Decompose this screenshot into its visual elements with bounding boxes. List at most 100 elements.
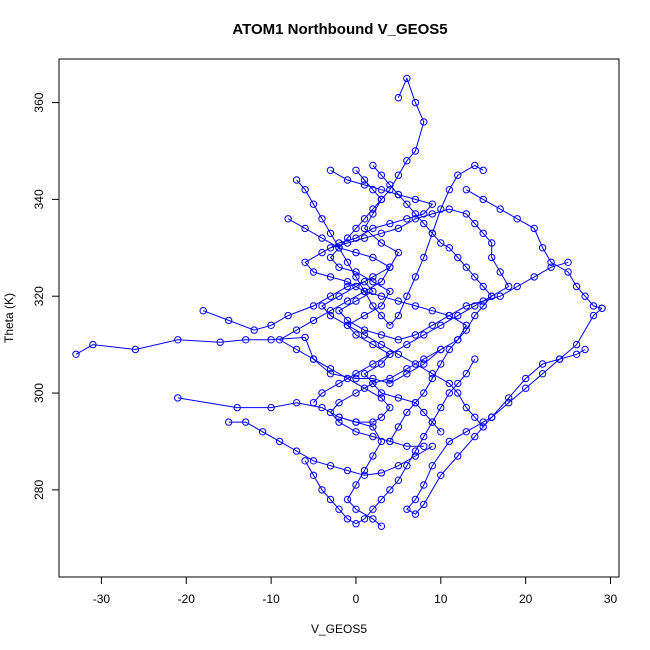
trajectory-series xyxy=(403,304,606,518)
x-tick-label: -10 xyxy=(262,592,280,606)
series-line xyxy=(228,421,433,476)
data-point xyxy=(174,336,182,344)
data-point xyxy=(394,336,403,344)
data-point xyxy=(479,418,487,426)
data-point xyxy=(343,282,352,291)
data-point xyxy=(326,244,335,252)
data-point xyxy=(275,336,284,344)
data-point xyxy=(335,505,343,513)
data-point xyxy=(488,253,496,262)
data-point xyxy=(411,98,420,107)
data-point xyxy=(343,278,352,286)
trajectory-series xyxy=(301,355,479,528)
data-point xyxy=(488,413,496,421)
data-point xyxy=(131,345,140,354)
data-point xyxy=(301,186,309,194)
data-point xyxy=(471,311,479,320)
y-tick-label: 340 xyxy=(32,189,46,209)
data-point xyxy=(369,186,377,194)
data-point xyxy=(318,389,326,397)
data-point xyxy=(326,166,335,175)
data-point xyxy=(377,292,386,300)
data-point xyxy=(233,403,241,412)
y-tick-label: 360 xyxy=(32,92,46,112)
y-tick-label: 280 xyxy=(32,480,46,500)
data-point xyxy=(326,292,335,300)
data-point xyxy=(377,394,386,402)
data-point xyxy=(462,302,470,310)
data-point xyxy=(589,302,598,310)
data-point xyxy=(369,210,377,218)
data-point xyxy=(377,340,386,349)
data-point xyxy=(377,522,386,530)
data-point xyxy=(377,311,386,320)
data-point xyxy=(258,428,267,436)
data-point xyxy=(377,229,386,238)
data-point xyxy=(462,263,470,271)
trajectory-series xyxy=(369,161,496,446)
x-tick-label: 30 xyxy=(604,592,618,606)
data-point xyxy=(471,413,479,421)
data-point xyxy=(547,258,555,266)
data-point xyxy=(377,186,386,194)
data-point xyxy=(309,399,318,407)
data-point xyxy=(360,466,369,475)
data-point xyxy=(454,452,462,460)
data-point xyxy=(420,253,428,262)
data-point xyxy=(403,408,411,417)
data-point xyxy=(343,316,352,325)
data-point xyxy=(386,287,394,296)
data-point xyxy=(445,311,453,320)
data-point xyxy=(343,374,352,383)
data-point xyxy=(343,515,352,523)
data-point xyxy=(360,234,369,242)
data-point xyxy=(343,239,352,247)
data-point xyxy=(386,263,394,271)
data-point xyxy=(386,486,394,494)
data-point xyxy=(479,423,487,431)
data-point xyxy=(564,258,572,266)
data-point xyxy=(394,350,403,358)
data-point xyxy=(420,219,428,228)
data-point xyxy=(428,229,436,238)
data-point xyxy=(242,418,250,426)
series-line xyxy=(321,169,484,428)
data-point xyxy=(445,244,453,252)
data-point xyxy=(445,389,453,397)
data-point xyxy=(471,355,479,363)
data-point xyxy=(471,219,479,228)
data-point xyxy=(403,292,411,300)
data-point xyxy=(479,195,487,204)
data-point xyxy=(377,413,386,421)
data-point xyxy=(471,273,479,281)
data-point xyxy=(445,437,453,446)
data-point xyxy=(377,437,386,446)
data-point xyxy=(343,297,352,305)
data-point xyxy=(360,224,369,233)
data-point xyxy=(199,307,207,315)
data-point xyxy=(267,336,275,344)
data-point xyxy=(411,360,420,368)
data-point xyxy=(377,171,386,179)
data-point xyxy=(318,486,326,494)
plot-area xyxy=(72,74,606,530)
data-point xyxy=(386,379,394,388)
data-point xyxy=(369,273,377,281)
data-point xyxy=(352,297,360,305)
data-point xyxy=(292,447,301,455)
data-point xyxy=(496,205,504,213)
data-point xyxy=(505,394,513,402)
data-point xyxy=(437,205,445,213)
data-point xyxy=(352,224,360,233)
data-point xyxy=(530,224,538,233)
data-point xyxy=(403,200,411,208)
data-point xyxy=(352,166,360,175)
data-point xyxy=(462,326,470,334)
data-point xyxy=(343,176,352,184)
data-point xyxy=(428,210,436,218)
data-point xyxy=(522,374,530,383)
data-point xyxy=(326,307,335,315)
data-point xyxy=(581,345,589,354)
data-point xyxy=(420,360,428,368)
